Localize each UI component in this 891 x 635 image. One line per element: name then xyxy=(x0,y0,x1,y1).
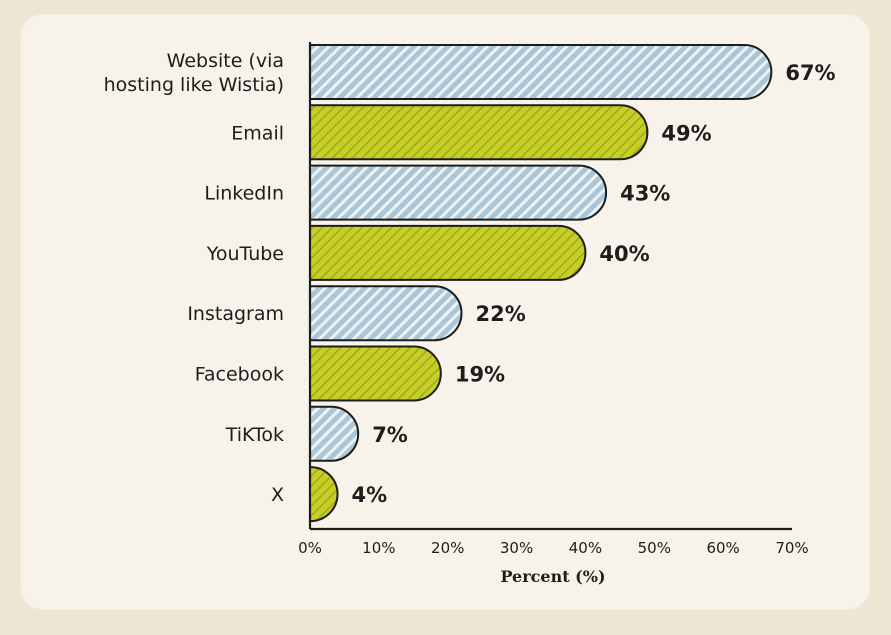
x-tick-label: 10% xyxy=(362,539,395,557)
bar xyxy=(309,405,360,462)
bar xyxy=(309,466,339,523)
category-label: Website (via hosting like Wistia) xyxy=(104,50,284,96)
value-label: 40% xyxy=(599,242,649,266)
value-label: 7% xyxy=(372,423,408,447)
category-label: YouTube xyxy=(206,243,284,265)
value-label: 22% xyxy=(475,302,525,326)
x-tick-label: 30% xyxy=(500,539,533,557)
value-label: 67% xyxy=(785,61,835,85)
x-axis-title: Percent (%) xyxy=(500,567,605,586)
bar xyxy=(309,164,608,221)
category-label: X xyxy=(271,484,284,506)
bar xyxy=(309,224,587,281)
x-tick-label: 40% xyxy=(569,539,602,557)
x-tick-label: 20% xyxy=(431,539,464,557)
value-label: 4% xyxy=(352,483,388,507)
bar xyxy=(309,345,442,402)
bar xyxy=(309,285,463,342)
chart-card: Website (via hosting like Wistia) Email Lin… xyxy=(20,14,870,610)
value-label: 49% xyxy=(661,121,711,145)
x-tick-label: 70% xyxy=(775,539,808,557)
category-label: Email xyxy=(231,122,284,144)
bar xyxy=(309,44,773,100)
category-labels-layer: Website (via hosting like Wistia) Email Lin… xyxy=(104,50,284,506)
category-label: Facebook xyxy=(195,364,284,386)
x-ticks-layer: 0% 10% 20% 30% 40% 50% 60% 70% xyxy=(298,539,809,557)
x-tick-label: 60% xyxy=(706,539,739,557)
category-label: TiKTok xyxy=(225,424,284,446)
bar-chart: Website (via hosting like Wistia) Email Lin… xyxy=(104,42,836,586)
x-tick-label: 50% xyxy=(638,539,671,557)
bars-layer xyxy=(309,44,773,523)
bar xyxy=(309,104,649,161)
category-label: Instagram xyxy=(187,303,284,325)
x-tick-label: 0% xyxy=(298,539,322,557)
value-labels-layer: 67% 49% 43% 40% 22% 19% 7% 4% xyxy=(352,61,836,507)
category-label: LinkedIn xyxy=(204,183,284,205)
value-label: 19% xyxy=(455,363,505,387)
value-label: 43% xyxy=(620,182,670,206)
